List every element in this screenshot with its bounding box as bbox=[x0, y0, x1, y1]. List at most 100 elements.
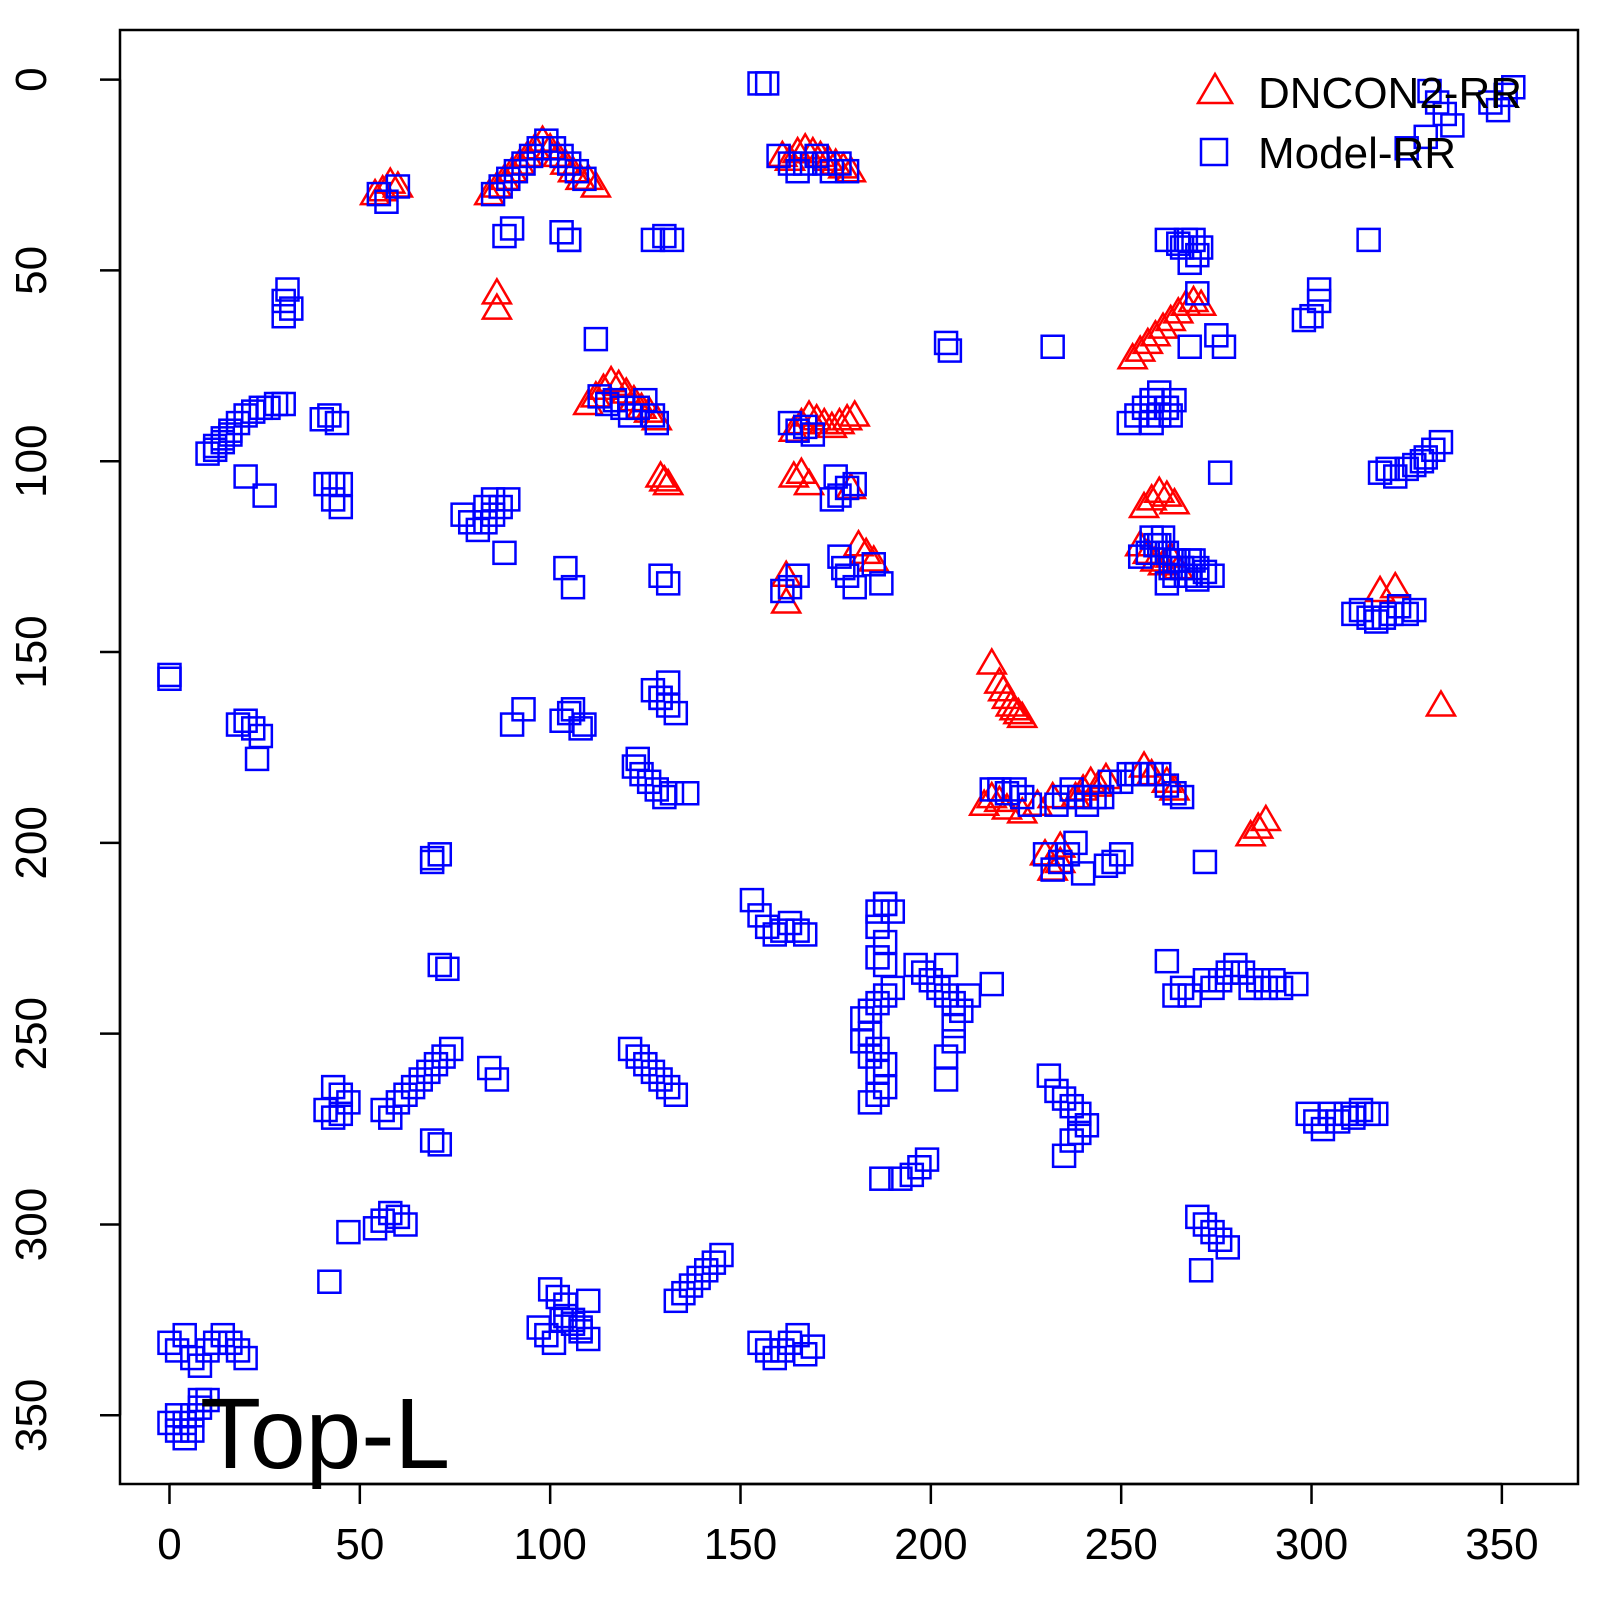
model-rr-point bbox=[572, 166, 597, 192]
model-rr-point bbox=[427, 952, 453, 978]
legend-triangle-marker bbox=[1195, 71, 1235, 105]
model-rr-point bbox=[427, 1132, 453, 1157]
model-rr-point bbox=[572, 712, 597, 737]
model-rr-point bbox=[872, 1074, 898, 1100]
model-rr-point bbox=[1074, 792, 1100, 817]
model-rr-point bbox=[1303, 1109, 1328, 1134]
y-axis: 0 50 100 150 200 250 300 350 bbox=[7, 67, 122, 1452]
model-rr-point bbox=[937, 338, 963, 363]
model-rr-point bbox=[865, 899, 890, 924]
model-rr-point bbox=[869, 571, 894, 596]
model-rr-point bbox=[362, 1216, 388, 1241]
model-rr-point bbox=[872, 1051, 898, 1077]
model-rr-point bbox=[309, 407, 335, 432]
model-rr-point bbox=[385, 174, 411, 199]
model-rr-point bbox=[1211, 334, 1237, 360]
model-rr-point bbox=[164, 1418, 190, 1443]
model-rr-point bbox=[663, 700, 689, 726]
model-rr-point bbox=[393, 1082, 418, 1107]
model-rr-point bbox=[180, 1345, 205, 1371]
model-rr-point bbox=[210, 1322, 236, 1348]
model-rr-point bbox=[313, 1097, 338, 1123]
model-rr-point bbox=[320, 1105, 346, 1130]
dncon2-rr-point bbox=[1242, 811, 1275, 839]
model-rr-point bbox=[1478, 90, 1503, 115]
model-rr-point bbox=[1169, 975, 1195, 1001]
model-rr-point bbox=[1215, 1235, 1241, 1260]
model-rr-point bbox=[903, 952, 928, 978]
model-rr-point bbox=[640, 403, 666, 428]
model-rr-point bbox=[1306, 277, 1332, 302]
model-rr-point bbox=[1002, 777, 1027, 802]
dncon2-rr-point bbox=[1150, 765, 1184, 794]
model-rr-point bbox=[218, 422, 243, 447]
model-rr-point bbox=[1169, 784, 1195, 810]
model-rr-point bbox=[640, 677, 666, 703]
dncon2-rr-point bbox=[849, 536, 883, 565]
dncon2-rr-point bbox=[1150, 479, 1184, 507]
model-rr-point bbox=[1200, 975, 1225, 1001]
model-rr-point bbox=[933, 983, 959, 1008]
model-rr-point bbox=[1154, 540, 1180, 566]
plot-frame bbox=[118, 28, 1580, 1486]
model-rr-point bbox=[899, 1162, 925, 1188]
model-rr-point bbox=[271, 288, 296, 314]
model-rr-point bbox=[180, 1403, 205, 1428]
model-rr-point bbox=[1147, 532, 1172, 558]
model-rr-point bbox=[872, 891, 898, 917]
x-tick-label: 350 bbox=[1465, 1520, 1538, 1569]
model-rr-point bbox=[865, 914, 890, 940]
model-rr-point bbox=[1124, 403, 1149, 428]
x-tick-label: 150 bbox=[704, 1520, 777, 1569]
model-rr-point bbox=[857, 1090, 883, 1115]
model-rr-point bbox=[202, 1330, 228, 1356]
model-rr-point bbox=[659, 781, 685, 806]
model-rr-point bbox=[427, 842, 453, 867]
dncon2-rr-point bbox=[823, 406, 856, 435]
model-rr-series bbox=[157, 71, 1526, 1451]
model-rr-point bbox=[648, 563, 673, 588]
model-rr-point bbox=[511, 151, 536, 176]
model-rr-point bbox=[1501, 74, 1526, 100]
model-rr-point bbox=[1318, 1101, 1343, 1127]
dncon2-rr-point bbox=[1234, 818, 1267, 847]
model-rr-point bbox=[655, 1074, 681, 1100]
model-rr-point bbox=[556, 227, 582, 253]
model-rr-point bbox=[320, 1074, 346, 1100]
model-rr-point bbox=[1440, 113, 1465, 138]
model-rr-point bbox=[1067, 1120, 1092, 1146]
model-rr-point bbox=[1261, 968, 1286, 993]
model-rr-point bbox=[674, 781, 700, 806]
model-rr-point bbox=[1051, 1143, 1077, 1169]
model-rr-point bbox=[910, 960, 936, 985]
model-rr-point bbox=[1131, 395, 1157, 421]
model-rr-point bbox=[583, 326, 609, 352]
model-rr-point bbox=[157, 662, 182, 688]
model-rr-point bbox=[423, 1051, 449, 1077]
dncon2-rr-point bbox=[1143, 475, 1176, 504]
model-rr-point bbox=[1192, 968, 1218, 993]
model-rr-point bbox=[1192, 1212, 1218, 1237]
model-rr-point bbox=[1009, 784, 1035, 810]
model-rr-point bbox=[1036, 1063, 1062, 1088]
model-rr-point bbox=[644, 410, 670, 436]
model-rr-point bbox=[621, 754, 647, 779]
model-rr-point bbox=[770, 578, 795, 604]
model-rr-point bbox=[553, 555, 578, 581]
dncon2-rr-point bbox=[990, 792, 1024, 820]
model-rr-point bbox=[644, 777, 670, 802]
model-rr-point bbox=[1207, 460, 1233, 485]
model-rr-point bbox=[800, 422, 826, 447]
model-rr-point bbox=[1059, 1093, 1084, 1119]
model-rr-point bbox=[933, 1044, 959, 1069]
legend-label-model-rr: Model-RR bbox=[1258, 129, 1456, 178]
model-rr-point bbox=[857, 1021, 883, 1046]
dncon2-rr-point bbox=[983, 784, 1016, 813]
model-rr-point bbox=[457, 510, 483, 535]
model-rr-point bbox=[1017, 792, 1043, 817]
model-rr-point bbox=[473, 494, 498, 520]
model-rr-point bbox=[1375, 456, 1400, 482]
model-rr-point bbox=[435, 956, 460, 982]
model-rr-point bbox=[762, 1345, 788, 1371]
model-rr-point bbox=[659, 227, 685, 253]
